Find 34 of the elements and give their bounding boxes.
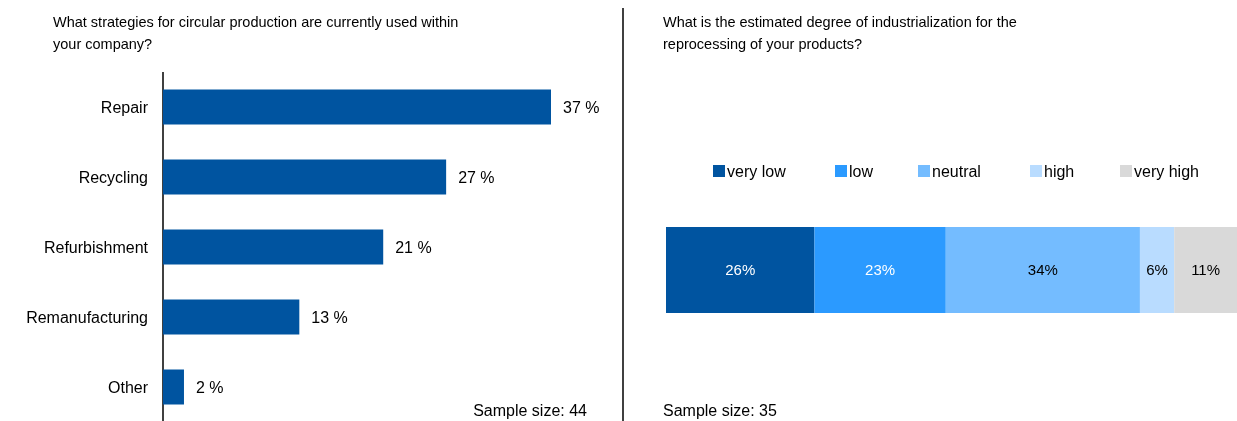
y-tick-label: Recycling [78,168,148,186]
data-label: 6% [1146,261,1168,279]
annotation: Sample size: 44 [473,402,588,419]
bar [163,229,384,265]
bar [163,299,300,335]
data-label: 27 % [458,168,495,186]
bar [1139,227,1175,313]
chart-title: What is the estimated degree of industrialization for the reprocessing of your products? [663,14,1017,52]
bar [163,89,551,125]
data-label: 21 % [395,238,432,256]
y-tick-label: Refurbishment [43,238,149,256]
bar [945,227,1140,313]
data-label: 34% [1027,261,1058,279]
bar [1174,227,1237,313]
data-label: 26% [725,261,756,279]
y-tick-label: Other [107,378,149,396]
data-label: 2 % [195,378,224,396]
y-tick-label: Remanufacturing [26,308,148,326]
bar [666,227,815,313]
data-label: 23% [865,261,896,279]
text: Sample size: 35 [663,402,777,419]
legend-label: high [1044,162,1075,180]
bar [163,159,447,195]
data-label: 13 % [311,308,348,326]
bar [163,369,184,405]
chart-title: What strategies for circular production are currently used within your company? [53,14,459,52]
data-label: 11% [1191,261,1221,279]
legend-label: low [849,162,874,180]
data-label: 37 % [563,98,600,116]
legend-label: very high [1134,162,1199,180]
legend-label: neutral [932,162,981,180]
legend-label: very low [727,162,787,180]
y-tick-label: Repair [100,98,149,116]
bar [814,227,946,313]
